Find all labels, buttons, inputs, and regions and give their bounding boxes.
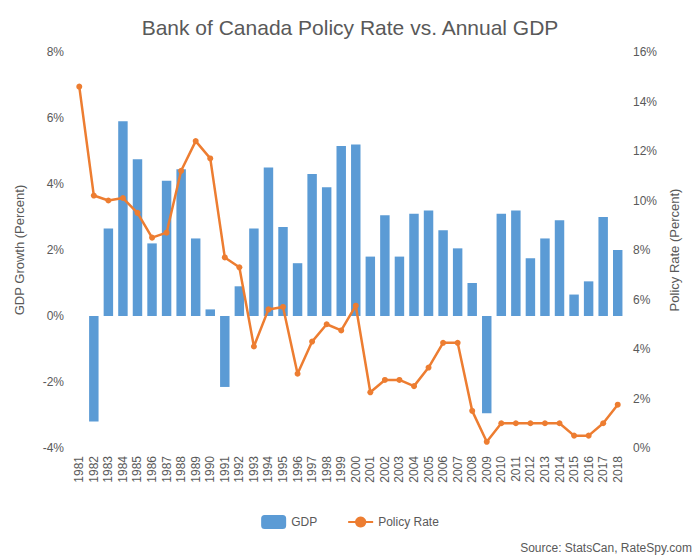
svg-text:2%: 2% [47, 243, 65, 257]
svg-text:GDP Growth (Percent): GDP Growth (Percent) [12, 185, 27, 316]
svg-text:6%: 6% [47, 111, 65, 125]
svg-text:1994: 1994 [261, 456, 275, 483]
svg-text:2001: 2001 [363, 456, 377, 483]
svg-text:2000: 2000 [349, 456, 363, 483]
svg-text:1985: 1985 [130, 456, 144, 483]
svg-text:Source: StatsCan, RateSpy.com: Source: StatsCan, RateSpy.com [520, 541, 692, 555]
svg-text:2007: 2007 [451, 456, 465, 483]
svg-text:2016: 2016 [582, 456, 596, 483]
svg-text:4%: 4% [633, 342, 651, 356]
svg-text:10%: 10% [633, 194, 657, 208]
svg-text:2015: 2015 [567, 456, 581, 483]
svg-text:8%: 8% [47, 45, 65, 59]
svg-text:2006: 2006 [436, 456, 450, 483]
svg-text:2010: 2010 [494, 456, 508, 483]
svg-text:1988: 1988 [174, 456, 188, 483]
svg-text:2009: 2009 [480, 456, 494, 483]
svg-text:2004: 2004 [407, 456, 421, 483]
svg-text:14%: 14% [633, 95, 657, 109]
svg-text:6%: 6% [633, 293, 651, 307]
svg-text:Policy Rate: Policy Rate [378, 515, 439, 529]
svg-text:2014: 2014 [553, 456, 567, 483]
svg-text:1991: 1991 [218, 456, 232, 483]
svg-text:8%: 8% [633, 243, 651, 257]
svg-text:2%: 2% [633, 392, 651, 406]
svg-text:2005: 2005 [422, 456, 436, 483]
svg-text:-2%: -2% [43, 375, 65, 389]
svg-text:Policy Rate (Percent): Policy Rate (Percent) [667, 189, 682, 312]
svg-text:0%: 0% [633, 441, 651, 455]
svg-text:2003: 2003 [392, 456, 406, 483]
svg-text:Bank of Canada Policy Rate vs.: Bank of Canada Policy Rate vs. Annual GD… [142, 16, 559, 39]
svg-text:1995: 1995 [276, 456, 290, 483]
svg-text:1981: 1981 [72, 456, 86, 483]
svg-text:1996: 1996 [291, 456, 305, 483]
svg-text:16%: 16% [633, 45, 657, 59]
svg-text:2013: 2013 [538, 456, 552, 483]
svg-text:-4%: -4% [43, 441, 65, 455]
svg-text:1982: 1982 [87, 456, 101, 483]
svg-text:1984: 1984 [116, 456, 130, 483]
svg-text:1992: 1992 [232, 456, 246, 483]
svg-text:1993: 1993 [247, 456, 261, 483]
svg-text:4%: 4% [47, 177, 65, 191]
svg-text:1998: 1998 [320, 456, 334, 483]
svg-text:2002: 2002 [378, 456, 392, 483]
svg-text:12%: 12% [633, 144, 657, 158]
svg-text:1999: 1999 [334, 456, 348, 483]
svg-text:GDP: GDP [291, 515, 317, 529]
svg-text:1983: 1983 [101, 456, 115, 483]
svg-text:1997: 1997 [305, 456, 319, 483]
svg-text:2011: 2011 [509, 456, 523, 482]
svg-text:2008: 2008 [465, 456, 479, 483]
svg-text:2018: 2018 [611, 456, 625, 483]
svg-text:1990: 1990 [203, 456, 217, 483]
svg-text:0%: 0% [47, 309, 65, 323]
svg-text:2012: 2012 [523, 456, 537, 483]
svg-text:1986: 1986 [145, 456, 159, 483]
svg-text:2017: 2017 [596, 456, 610, 483]
svg-text:1989: 1989 [189, 456, 203, 483]
svg-text:1987: 1987 [160, 456, 174, 483]
